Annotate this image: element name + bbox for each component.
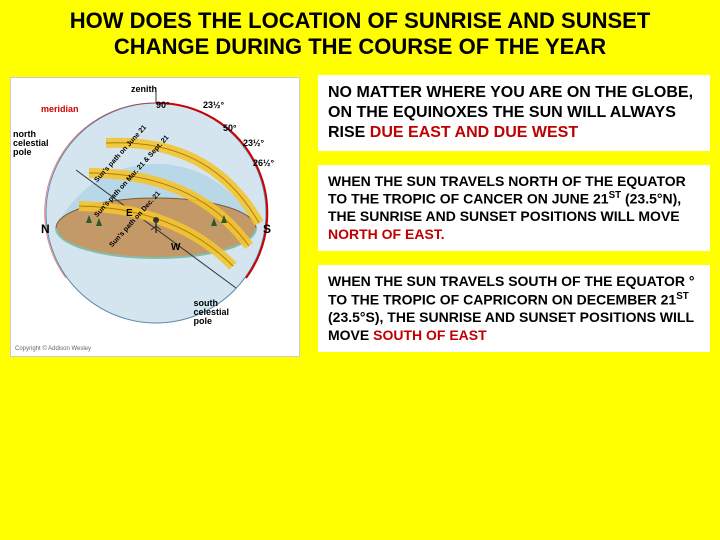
- text-column: NO MATTER WHERE YOU ARE ON THE GLOBE, ON…: [318, 71, 710, 357]
- box3-pre: WHEN THE SUN TRAVELS SOUTH OF THE EQUATO…: [328, 273, 695, 307]
- callout-june: WHEN THE SUN TRAVELS NORTH OF THE EQUATO…: [318, 165, 710, 252]
- label-angle23b: 23½°: [243, 138, 264, 148]
- label-ncp: north celestial pole: [13, 130, 49, 157]
- callout-december: WHEN THE SUN TRAVELS SOUTH OF THE EQUATO…: [318, 265, 710, 352]
- label-angle23a: 23½°: [203, 100, 224, 110]
- svg-text:N: N: [41, 222, 50, 236]
- celestial-sphere-diagram: N S E W zenith meridian north celestial …: [10, 77, 300, 357]
- box2-accent: NORTH OF EAST.: [328, 226, 445, 242]
- callout-equinox: NO MATTER WHERE YOU ARE ON THE GLOBE, ON…: [318, 75, 710, 151]
- svg-text:W: W: [171, 242, 181, 253]
- label-angle26: 26½°: [253, 158, 274, 168]
- diagram-column: N S E W zenith meridian north celestial …: [10, 71, 310, 357]
- label-zenith: zenith: [131, 84, 157, 94]
- label-scp: south celestial pole: [193, 299, 229, 326]
- content-row: N S E W zenith meridian north celestial …: [0, 71, 720, 357]
- diagram-copyright: Copyright © Addison Wesley: [15, 346, 91, 352]
- label-angle50: 50°: [223, 123, 237, 133]
- svg-text:S: S: [263, 222, 271, 236]
- box2-sup: ST: [609, 190, 622, 201]
- page-title: HOW DOES THE LOCATION OF SUNRISE AND SUN…: [0, 0, 720, 71]
- box1-accent: DUE EAST AND DUE WEST: [370, 124, 578, 141]
- label-angle90: 90°: [156, 100, 170, 110]
- label-meridian: meridian: [41, 104, 79, 114]
- box3-accent: SOUTH OF EAST: [373, 327, 487, 343]
- box3-sup: ST: [676, 291, 689, 302]
